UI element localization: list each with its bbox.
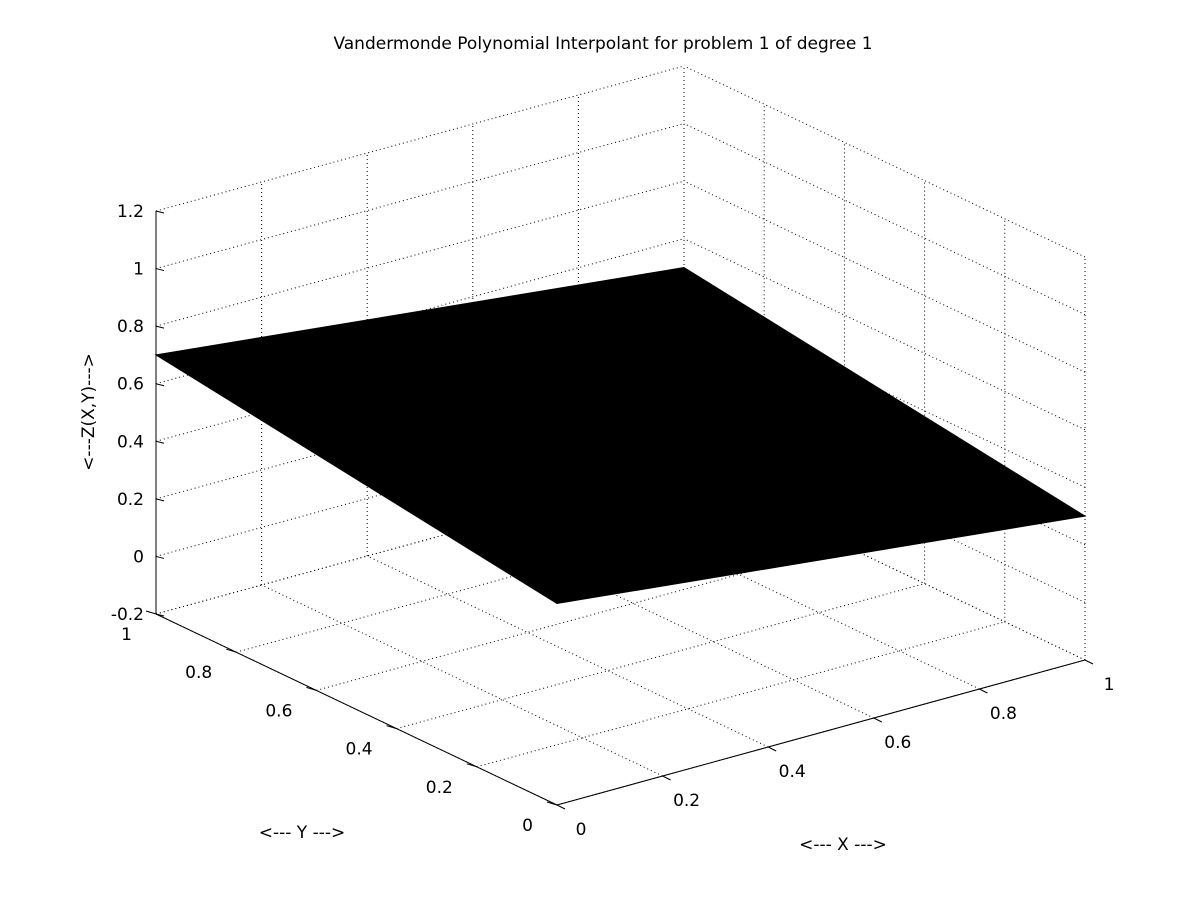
y-tick-label: 1 [121,625,132,645]
grid-line-floor-y [396,583,925,730]
z-tick-label: 0 [133,547,144,567]
y-tick-label: 0.6 [265,701,292,721]
y-tick-label: 0 [522,816,533,836]
x-tick-mark [873,717,883,723]
x-axis-title: <--- X ---> [799,835,887,855]
surface-layer [154,266,1087,605]
y-tick-mark [466,763,477,768]
z-tick-label: -0.2 [111,605,144,625]
z-tick-label: 0.2 [117,490,144,510]
x-tick-mark [1084,659,1094,665]
x-tick-label: 0.6 [884,733,911,753]
x-tick-label: 0.4 [779,762,806,782]
tick-labels: 00.20.40.60.8100.20.40.60.81-0.200.20.40… [111,202,1115,840]
z-tick-label: 1 [133,260,144,280]
y-tick-mark [145,610,157,615]
z-tick-mark [155,498,165,502]
z-tick-mark [155,440,165,444]
z-tick-mark [155,210,165,214]
z-tick-mark [155,555,165,559]
z-tick-mark [155,268,165,272]
grid-line-wall-y-horizontal [155,65,685,212]
z-tick-label: 0.8 [117,317,144,337]
y-axis-title: <--- Y ---> [259,823,346,843]
grid-line-wall-y-horizontal [155,180,685,327]
surface-patch [154,266,1087,605]
y-tick-label: 0.8 [185,663,212,683]
z-tick-mark [155,613,165,617]
y-tick-mark [306,686,317,691]
grid-line-floor-x [261,584,663,777]
x-tick-label: 0.8 [990,704,1017,724]
z-tick-label: 1.2 [117,202,144,222]
x-tick-label: 0.2 [673,791,700,811]
grid-line-floor-y [476,621,1005,768]
z-tick-label: 0.4 [117,432,144,452]
z-tick-mark [155,325,165,329]
axes [145,210,1094,810]
grid-line-wall-x-horizontal [683,123,1086,316]
y-axis-line [155,613,558,806]
x-tick-label: 1 [1104,675,1115,695]
x-tick-mark [662,775,671,781]
y-tick-label: 0.4 [346,740,373,760]
x-axis-line [556,659,1086,806]
x-tick-mark [767,746,777,752]
grid-line-wall-x-horizontal [683,65,1086,258]
x-tick-label: 0 [576,820,587,840]
grid-line-wall-y-horizontal [155,123,685,270]
x-tick-mark [979,688,988,694]
plot-title: Vandermonde Polynomial Interpolant for p… [333,34,872,54]
grid-line-wall-y-horizontal [155,238,685,385]
z-tick-mark [155,383,165,387]
z-axis-title: <---Z(X,Y)---> [79,353,99,471]
x-tick-mark [556,804,566,810]
y-tick-label: 0.2 [426,778,453,798]
y-tick-mark [386,725,397,730]
y-tick-mark [546,801,558,806]
y-tick-mark [226,648,237,653]
z-tick-label: 0.6 [117,375,144,395]
